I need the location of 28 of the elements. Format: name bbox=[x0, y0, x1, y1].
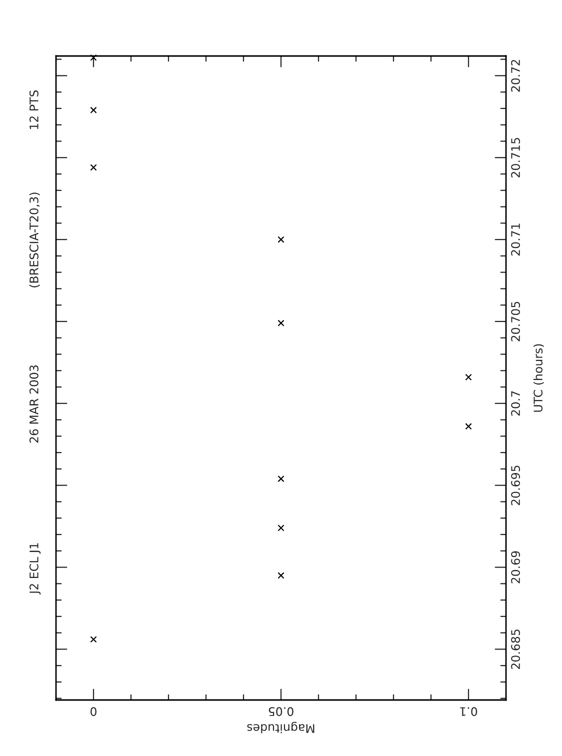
y-tick-label: 20.715 bbox=[511, 138, 520, 178]
point bbox=[278, 524, 284, 532]
text: J2 ECL J1 bbox=[29, 543, 41, 594]
point bbox=[90, 164, 97, 171]
point bbox=[278, 236, 284, 243]
y-tick-label: 20.695 bbox=[511, 466, 520, 506]
point bbox=[278, 572, 284, 579]
text: (BRESCIA-T20,3) bbox=[29, 192, 40, 288]
y-tick-label: 20.72 bbox=[511, 60, 520, 92]
x-tick-label: 0.1 bbox=[460, 707, 478, 716]
y-tick-label: 20.71 bbox=[511, 224, 520, 256]
point bbox=[278, 475, 284, 482]
point bbox=[90, 54, 97, 61]
y-tick-label: 20.685 bbox=[511, 630, 520, 669]
x-tick-label: 0.05 bbox=[268, 707, 294, 716]
point bbox=[465, 423, 472, 430]
point bbox=[90, 106, 97, 114]
x-tick-label: 0 bbox=[90, 707, 96, 716]
y-tick-label: 20.7 bbox=[511, 391, 520, 416]
text: 12 PTS bbox=[29, 90, 38, 129]
point bbox=[465, 374, 472, 381]
point bbox=[278, 320, 284, 326]
point bbox=[90, 636, 97, 643]
x-axis-title: Magnitudes bbox=[247, 722, 314, 734]
y-axis-title: UTC (hours) bbox=[533, 344, 544, 412]
y-tick-label: 20.69 bbox=[511, 551, 520, 584]
y-tick-label: 20.705 bbox=[511, 302, 520, 342]
text: 26 MAR 2003 bbox=[29, 365, 38, 443]
